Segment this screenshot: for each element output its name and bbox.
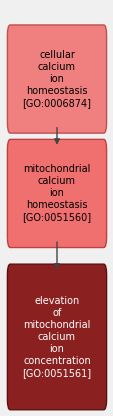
Text: mitochondrial
calcium
ion
homeostasis
[GO:0051560]: mitochondrial calcium ion homeostasis [G… xyxy=(22,164,91,223)
FancyBboxPatch shape xyxy=(7,25,106,133)
FancyBboxPatch shape xyxy=(7,139,106,248)
Text: elevation
of
mitochondrial
calcium
ion
concentration
[GO:0051561]: elevation of mitochondrial calcium ion c… xyxy=(22,296,91,378)
FancyBboxPatch shape xyxy=(7,264,106,410)
Text: cellular
calcium
ion
homeostasis
[GO:0006874]: cellular calcium ion homeostasis [GO:000… xyxy=(22,50,91,108)
